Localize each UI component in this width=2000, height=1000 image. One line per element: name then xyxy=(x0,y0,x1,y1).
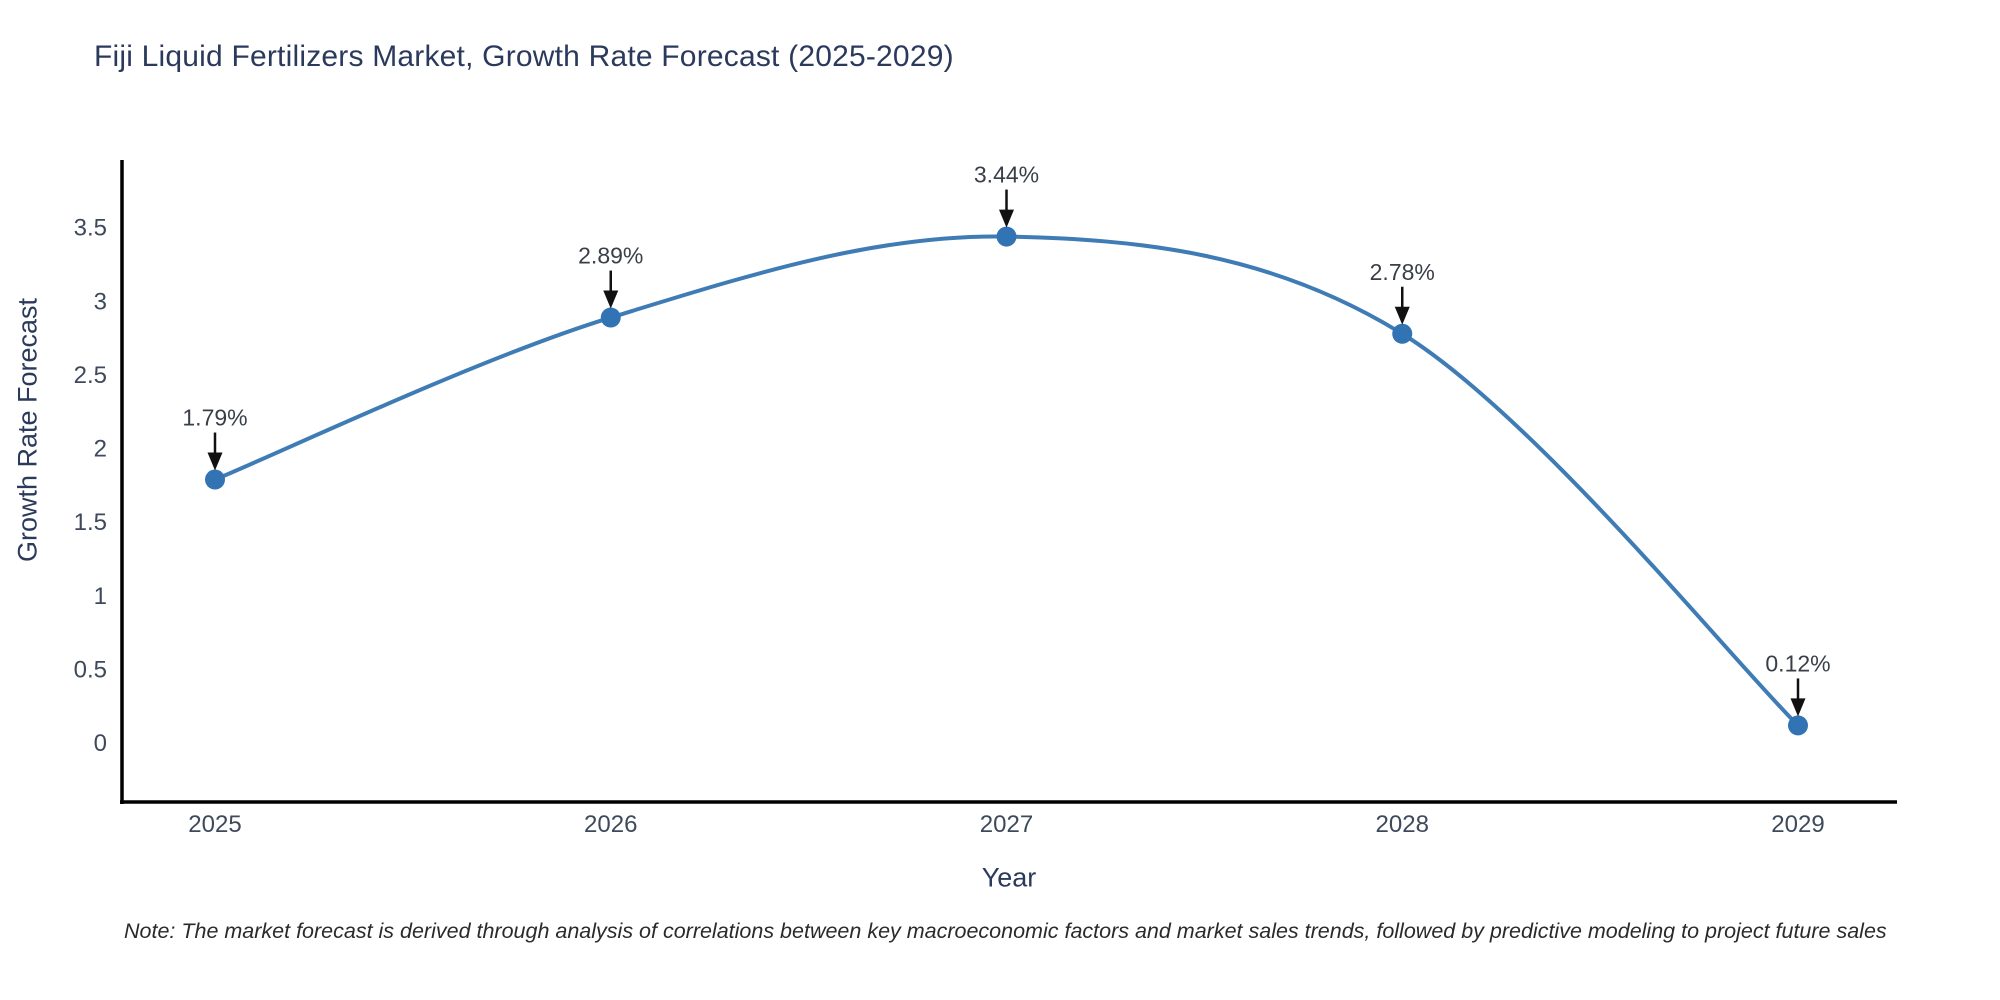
annotation-arrowhead-icon xyxy=(1790,698,1806,717)
annotation-label: 2.78% xyxy=(1370,259,1435,285)
note-text: Note: The market forecast is derived thr… xyxy=(124,919,1887,943)
annotation-label: 2.89% xyxy=(578,243,643,269)
annotation-arrowhead-icon xyxy=(1394,306,1410,325)
y-tick-label: 3 xyxy=(94,288,107,315)
y-tick-label: 0 xyxy=(94,730,107,757)
y-tick-label: 1 xyxy=(94,583,107,610)
chart-title: Fiji Liquid Fertilizers Market, Growth R… xyxy=(94,40,954,73)
x-tick-label: 2025 xyxy=(188,811,241,838)
annotation-arrowhead-icon xyxy=(603,290,619,309)
y-tick-label: 2.5 xyxy=(74,362,107,389)
y-tick-label: 0.5 xyxy=(74,656,107,683)
data-point-marker xyxy=(1788,715,1808,736)
data-point-marker xyxy=(600,307,621,328)
y-tick-label: 1.5 xyxy=(74,509,107,536)
x-tick-label: 2027 xyxy=(980,811,1033,838)
annotation-label: 0.12% xyxy=(1765,650,1830,676)
y-tick-label: 3.5 xyxy=(74,215,107,242)
x-tick-label: 2026 xyxy=(584,811,637,838)
annotation-arrowhead-icon xyxy=(207,452,223,471)
data-point-marker xyxy=(1392,323,1413,344)
annotation-label: 1.79% xyxy=(182,405,247,431)
x-tick-label: 2028 xyxy=(1376,811,1429,838)
trend-line xyxy=(213,234,1800,728)
annotation-label: 3.44% xyxy=(974,162,1039,188)
x-axis-title: Year xyxy=(981,862,1037,893)
y-tick-label: 2 xyxy=(94,436,107,463)
x-tick-label: 2029 xyxy=(1771,811,1824,838)
data-point-marker xyxy=(996,226,1017,247)
annotation-arrowhead-icon xyxy=(999,209,1014,228)
data-point-marker xyxy=(205,469,225,490)
